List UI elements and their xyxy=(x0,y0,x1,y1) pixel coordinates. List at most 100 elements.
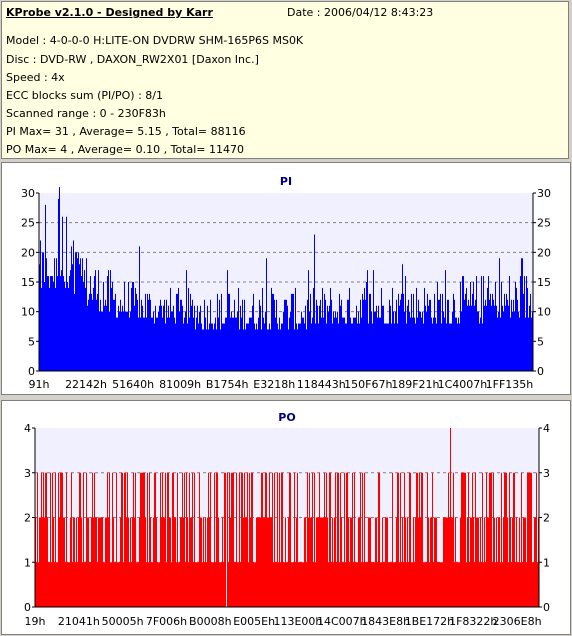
bar xyxy=(156,517,157,607)
bar xyxy=(292,562,293,607)
bar xyxy=(223,323,224,371)
x-tick-label: 21041h xyxy=(58,615,100,628)
chart-title: PI xyxy=(280,175,292,188)
bar xyxy=(207,305,208,371)
bar xyxy=(206,562,207,607)
bar xyxy=(236,472,237,607)
bar xyxy=(246,323,247,371)
bar xyxy=(300,562,301,607)
bar xyxy=(454,562,455,607)
bar xyxy=(510,317,511,371)
bar xyxy=(233,317,234,371)
bar xyxy=(137,562,138,607)
bar xyxy=(128,517,129,607)
bar xyxy=(412,562,413,607)
bar xyxy=(132,282,133,371)
bar xyxy=(232,472,233,607)
bar xyxy=(433,317,434,371)
bar xyxy=(393,562,394,607)
bar xyxy=(242,472,243,607)
bar xyxy=(167,317,168,371)
bar xyxy=(212,562,213,607)
bar xyxy=(94,472,95,607)
bar xyxy=(529,305,530,371)
bar xyxy=(490,472,491,607)
bar xyxy=(491,472,492,607)
bar xyxy=(253,293,254,371)
bar xyxy=(367,270,368,371)
bar xyxy=(431,317,432,371)
bar xyxy=(110,270,111,371)
bar xyxy=(106,305,107,371)
bar xyxy=(46,472,47,607)
bar xyxy=(298,562,299,607)
bar xyxy=(462,472,463,607)
bar xyxy=(150,299,151,371)
bar xyxy=(144,472,145,607)
bar xyxy=(108,270,109,371)
bar xyxy=(431,517,432,607)
bar xyxy=(163,517,164,607)
bar xyxy=(310,293,311,371)
bar xyxy=(469,562,470,607)
bar xyxy=(434,517,435,607)
bar xyxy=(422,472,423,607)
bar xyxy=(95,517,96,607)
bar xyxy=(235,317,236,371)
bar xyxy=(178,562,179,607)
bar xyxy=(250,517,251,607)
bar xyxy=(392,287,393,371)
bar xyxy=(441,323,442,371)
bar xyxy=(276,562,277,607)
x-tick-label: E3218h xyxy=(253,378,295,391)
bar xyxy=(443,517,444,607)
bar xyxy=(105,299,106,371)
bar xyxy=(201,517,202,607)
bar xyxy=(157,562,158,607)
bar xyxy=(360,472,361,607)
bar xyxy=(342,317,343,371)
bar xyxy=(275,562,276,607)
bar xyxy=(284,299,285,371)
bar xyxy=(486,305,487,371)
bar xyxy=(325,299,326,371)
bar xyxy=(504,293,505,371)
bar xyxy=(125,472,126,607)
bar xyxy=(478,517,479,607)
bar xyxy=(113,299,114,371)
bar xyxy=(293,293,294,371)
bar xyxy=(68,562,69,607)
bar xyxy=(101,311,102,371)
bar xyxy=(452,311,453,371)
bar xyxy=(493,472,494,607)
bar xyxy=(362,472,363,607)
bar xyxy=(306,329,307,371)
bar xyxy=(237,311,238,371)
bar xyxy=(246,517,247,607)
bar xyxy=(311,323,312,371)
bar xyxy=(503,517,504,607)
bar xyxy=(317,305,318,371)
bar xyxy=(535,517,536,607)
bar xyxy=(311,517,312,607)
bar xyxy=(122,472,123,607)
bar xyxy=(439,562,440,607)
bar xyxy=(526,562,527,607)
bar xyxy=(204,562,205,607)
bar xyxy=(261,329,262,371)
bar xyxy=(436,323,437,371)
bar xyxy=(60,472,61,607)
bar xyxy=(521,258,522,371)
bar xyxy=(155,305,156,371)
bar xyxy=(227,472,228,607)
bar xyxy=(158,311,159,371)
y-tick-label-left: 25 xyxy=(21,217,35,230)
bar xyxy=(490,293,491,371)
bar xyxy=(63,276,64,371)
bar xyxy=(469,305,470,371)
bar xyxy=(376,517,377,607)
bar xyxy=(446,517,447,607)
bar xyxy=(264,517,265,607)
bar xyxy=(231,311,232,371)
bar xyxy=(368,323,369,371)
